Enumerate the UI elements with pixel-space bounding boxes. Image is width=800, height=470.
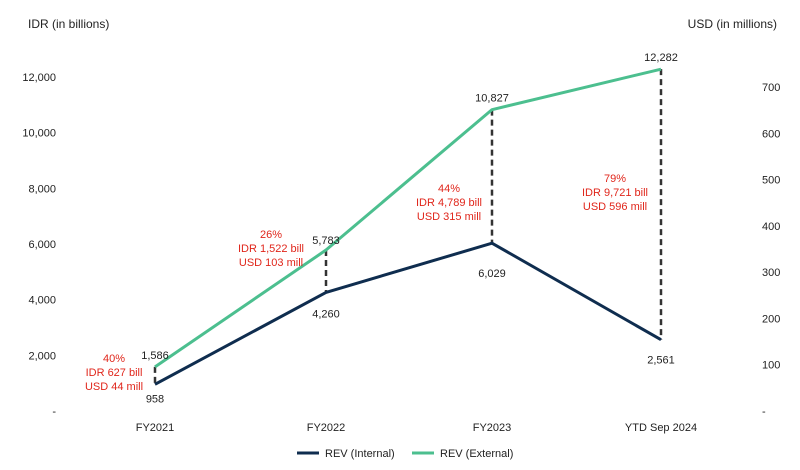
y-tick-right: 200 <box>762 313 780 325</box>
data-label-internal: 958 <box>146 393 164 405</box>
gap-droplines <box>153 69 663 385</box>
data-label-internal: 4,260 <box>312 308 340 320</box>
series-line-internal <box>154 241 662 386</box>
x-tick-label: FY2021 <box>136 422 175 434</box>
y-tick-left: - <box>52 406 56 418</box>
y-tick-right: 500 <box>762 175 780 187</box>
y-axis-right-ticks: - 100 200 300 400 500 600 700 <box>762 82 780 418</box>
gap-annotation-usd: USD 103 mill <box>239 257 303 269</box>
y-tick-right: 300 <box>762 267 780 279</box>
y-tick-left: 8,000 <box>28 183 56 195</box>
gap-annotations: 40% IDR 627 bill USD 44 mill 26% IDR 1,522 b… <box>85 173 648 393</box>
gap-annotation-percent: 79% <box>604 173 626 185</box>
y-tick-right: - <box>762 406 766 418</box>
y-axis-title-left: IDR (in billions) <box>28 17 109 31</box>
y-tick-left: 10,000 <box>22 128 56 140</box>
y-tick-right: 600 <box>762 128 780 140</box>
data-label-external: 10,827 <box>475 93 509 105</box>
gap-annotation-percent: 40% <box>103 353 125 365</box>
y-axis-title-right: USD (in millions) <box>688 17 777 31</box>
series-lines <box>154 67 662 386</box>
gap-annotation-idr: IDR 9,721 bill <box>582 187 648 199</box>
data-label-external: 5,783 <box>312 235 340 247</box>
y-tick-left: 4,000 <box>28 295 56 307</box>
data-labels: 1,586 958 5,783 4,260 10,827 6,029 12,282 2,561 <box>141 52 678 405</box>
y-tick-left: 12,000 <box>22 72 56 84</box>
gap-annotation-idr: IDR 1,522 bill <box>238 243 304 255</box>
data-label-external: 12,282 <box>644 52 678 64</box>
gap-annotation-usd: USD 44 mill <box>85 381 143 393</box>
y-tick-right: 100 <box>762 360 780 372</box>
gap-annotation-usd: USD 315 mill <box>417 211 481 223</box>
y-tick-left: 6,000 <box>28 239 56 251</box>
data-label-internal: 6,029 <box>478 268 506 280</box>
data-label-external: 1,586 <box>141 350 169 362</box>
y-axis-left-ticks: - 2,000 4,000 6,000 8,000 10,000 12,000 <box>22 72 56 418</box>
x-tick-label: FY2022 <box>307 422 346 434</box>
gap-annotation-percent: 26% <box>260 229 282 241</box>
series-line-external <box>154 67 662 369</box>
gap-annotation-idr: IDR 627 bill <box>86 367 143 379</box>
y-tick-right: 400 <box>762 221 780 233</box>
legend: REV (Internal) REV (External) <box>297 448 513 460</box>
x-tick-label: YTD Sep 2024 <box>625 422 697 434</box>
y-tick-right: 700 <box>762 82 780 94</box>
legend-label: REV (Internal) <box>325 448 395 460</box>
data-label-internal: 2,561 <box>647 355 675 367</box>
gap-annotation-idr: IDR 4,789 bill <box>416 197 482 209</box>
x-axis-ticks: FY2021 FY2022 FY2023 YTD Sep 2024 <box>136 422 697 434</box>
gap-annotation-percent: 44% <box>438 183 460 195</box>
x-tick-label: FY2023 <box>473 422 512 434</box>
legend-label: REV (External) <box>440 448 513 460</box>
gap-annotation-usd: USD 596 mill <box>583 201 647 213</box>
y-tick-left: 2,000 <box>28 350 56 362</box>
